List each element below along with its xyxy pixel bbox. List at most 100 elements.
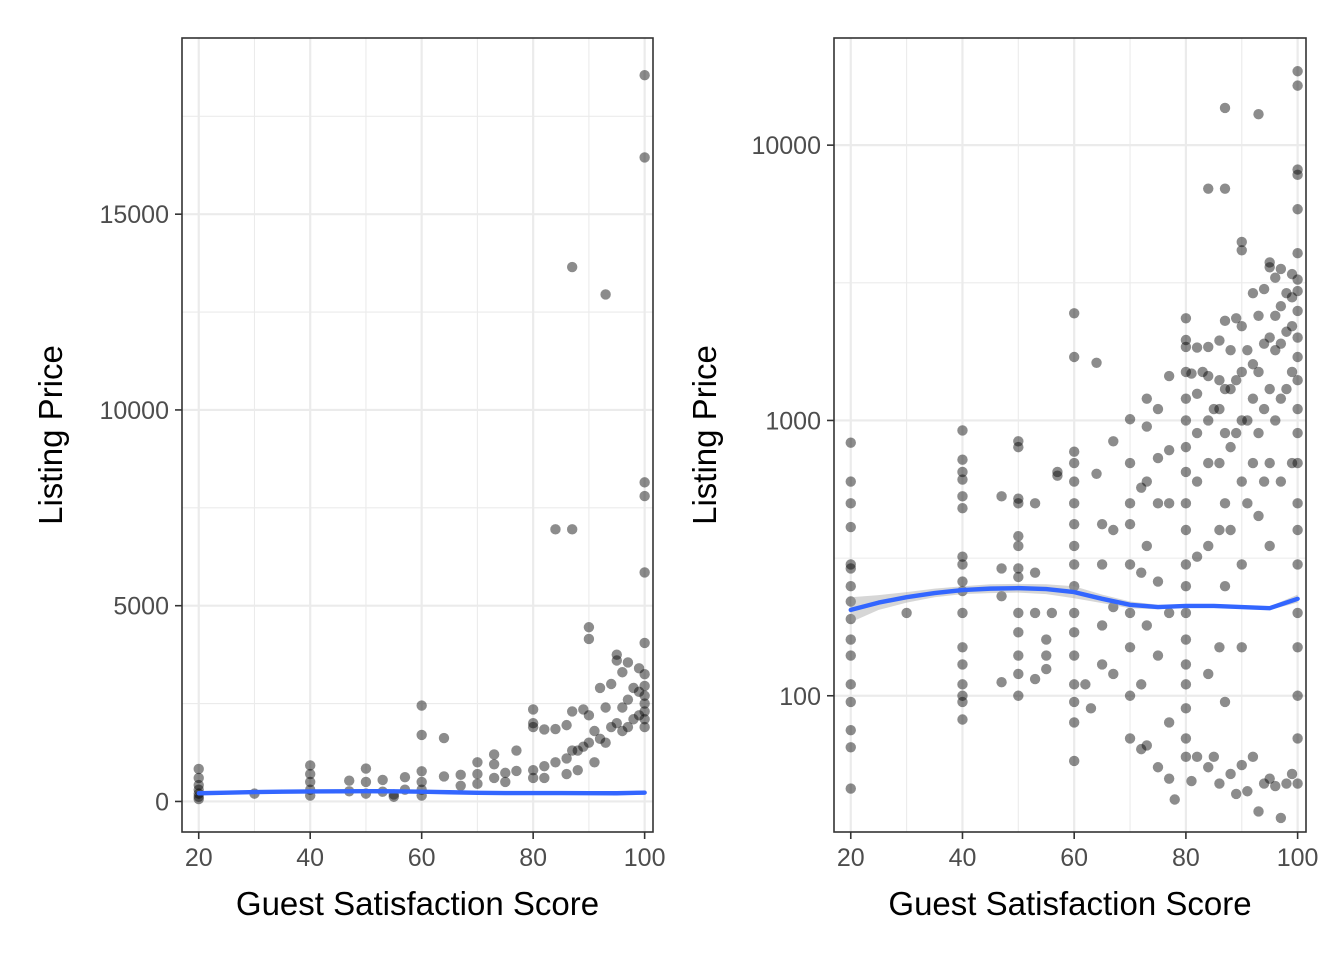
data-point — [550, 723, 561, 735]
data-point — [1236, 642, 1247, 653]
data-point — [845, 634, 856, 645]
data-point — [438, 732, 450, 744]
data-point — [1013, 540, 1024, 552]
data-point — [600, 289, 611, 300]
data-point — [617, 667, 628, 678]
data-point — [639, 69, 650, 81]
data-point — [1068, 559, 1080, 570]
data-point — [1091, 357, 1102, 368]
data-point — [539, 761, 550, 772]
data-point — [455, 780, 466, 791]
data-point — [1180, 733, 1192, 744]
data-point — [1203, 762, 1214, 773]
data-point — [1041, 634, 1052, 645]
data-point — [1108, 601, 1119, 613]
data-point — [1264, 457, 1275, 469]
data-point — [1124, 690, 1136, 701]
data-point — [583, 633, 595, 645]
data-point — [1068, 457, 1080, 469]
data-point — [550, 524, 561, 535]
data-point — [1124, 498, 1136, 509]
data-point — [455, 769, 466, 781]
data-point — [193, 793, 204, 805]
data-point — [1292, 427, 1303, 439]
data-point — [1029, 607, 1041, 619]
data-point — [1191, 388, 1203, 399]
data-point — [594, 682, 606, 694]
data-point — [606, 678, 617, 690]
data-point — [561, 719, 572, 731]
data-point — [1247, 359, 1259, 370]
data-point — [1225, 441, 1236, 453]
data-point — [1124, 414, 1136, 425]
y-axis: 100 1000 10000 Listing Price — [686, 132, 834, 711]
data-point — [845, 783, 856, 794]
data-point — [1230, 313, 1242, 324]
data-point — [1124, 733, 1136, 744]
data-point — [1068, 717, 1080, 728]
data-point — [1052, 470, 1063, 481]
data-point — [1068, 540, 1080, 552]
data-point — [1253, 310, 1264, 321]
data-point — [1013, 498, 1024, 509]
data-point — [566, 706, 578, 717]
data-point — [1191, 342, 1203, 353]
data-point — [845, 563, 856, 574]
data-point — [305, 760, 316, 771]
data-point — [1152, 576, 1164, 587]
data-point — [561, 753, 572, 764]
data-point — [1275, 393, 1287, 404]
data-point — [1236, 476, 1247, 487]
data-point — [1180, 634, 1192, 645]
data-point — [1180, 703, 1192, 714]
data-point — [1191, 751, 1203, 763]
data-point — [1236, 245, 1247, 256]
data-point — [957, 714, 968, 725]
panel-border — [833, 37, 1307, 833]
data-point — [996, 491, 1007, 502]
data-point — [1180, 393, 1192, 404]
data-point — [957, 696, 968, 708]
data-point — [305, 776, 316, 788]
data-point — [1214, 375, 1225, 386]
data-point — [1247, 457, 1259, 469]
data-point — [1236, 415, 1247, 426]
data-point — [1292, 375, 1303, 386]
data-point — [1236, 366, 1247, 378]
data-point — [957, 642, 968, 653]
data-point — [1264, 262, 1275, 273]
data-point — [1264, 540, 1275, 552]
data-point — [1169, 794, 1180, 805]
data-point — [1152, 452, 1164, 464]
data-point — [1136, 679, 1147, 690]
data-point — [438, 771, 450, 782]
y-tick-label: 1000 — [765, 407, 821, 435]
data-point — [1203, 415, 1214, 426]
data-point — [1214, 457, 1225, 469]
data-point — [1292, 524, 1303, 536]
data-point — [360, 776, 372, 788]
data-point — [416, 766, 427, 777]
data-point — [1292, 80, 1303, 91]
data-point — [1253, 109, 1264, 120]
data-point — [1292, 164, 1303, 175]
data-point — [1225, 383, 1236, 395]
data-point — [1068, 627, 1080, 638]
data-point — [399, 771, 411, 783]
data-point — [1286, 366, 1298, 378]
data-point — [600, 737, 611, 748]
data-point — [606, 721, 617, 733]
data-point — [1225, 768, 1236, 780]
data-point — [1013, 650, 1024, 661]
data-point — [1242, 415, 1253, 426]
data-point — [611, 655, 622, 666]
data-point — [1258, 476, 1270, 487]
data-point — [1124, 607, 1136, 619]
data-point — [1230, 375, 1242, 386]
data-point — [1136, 567, 1147, 578]
data-point — [1152, 650, 1164, 661]
data-point — [639, 680, 650, 692]
data-point — [1292, 778, 1303, 789]
data-point — [527, 772, 539, 784]
data-point — [1180, 659, 1192, 670]
